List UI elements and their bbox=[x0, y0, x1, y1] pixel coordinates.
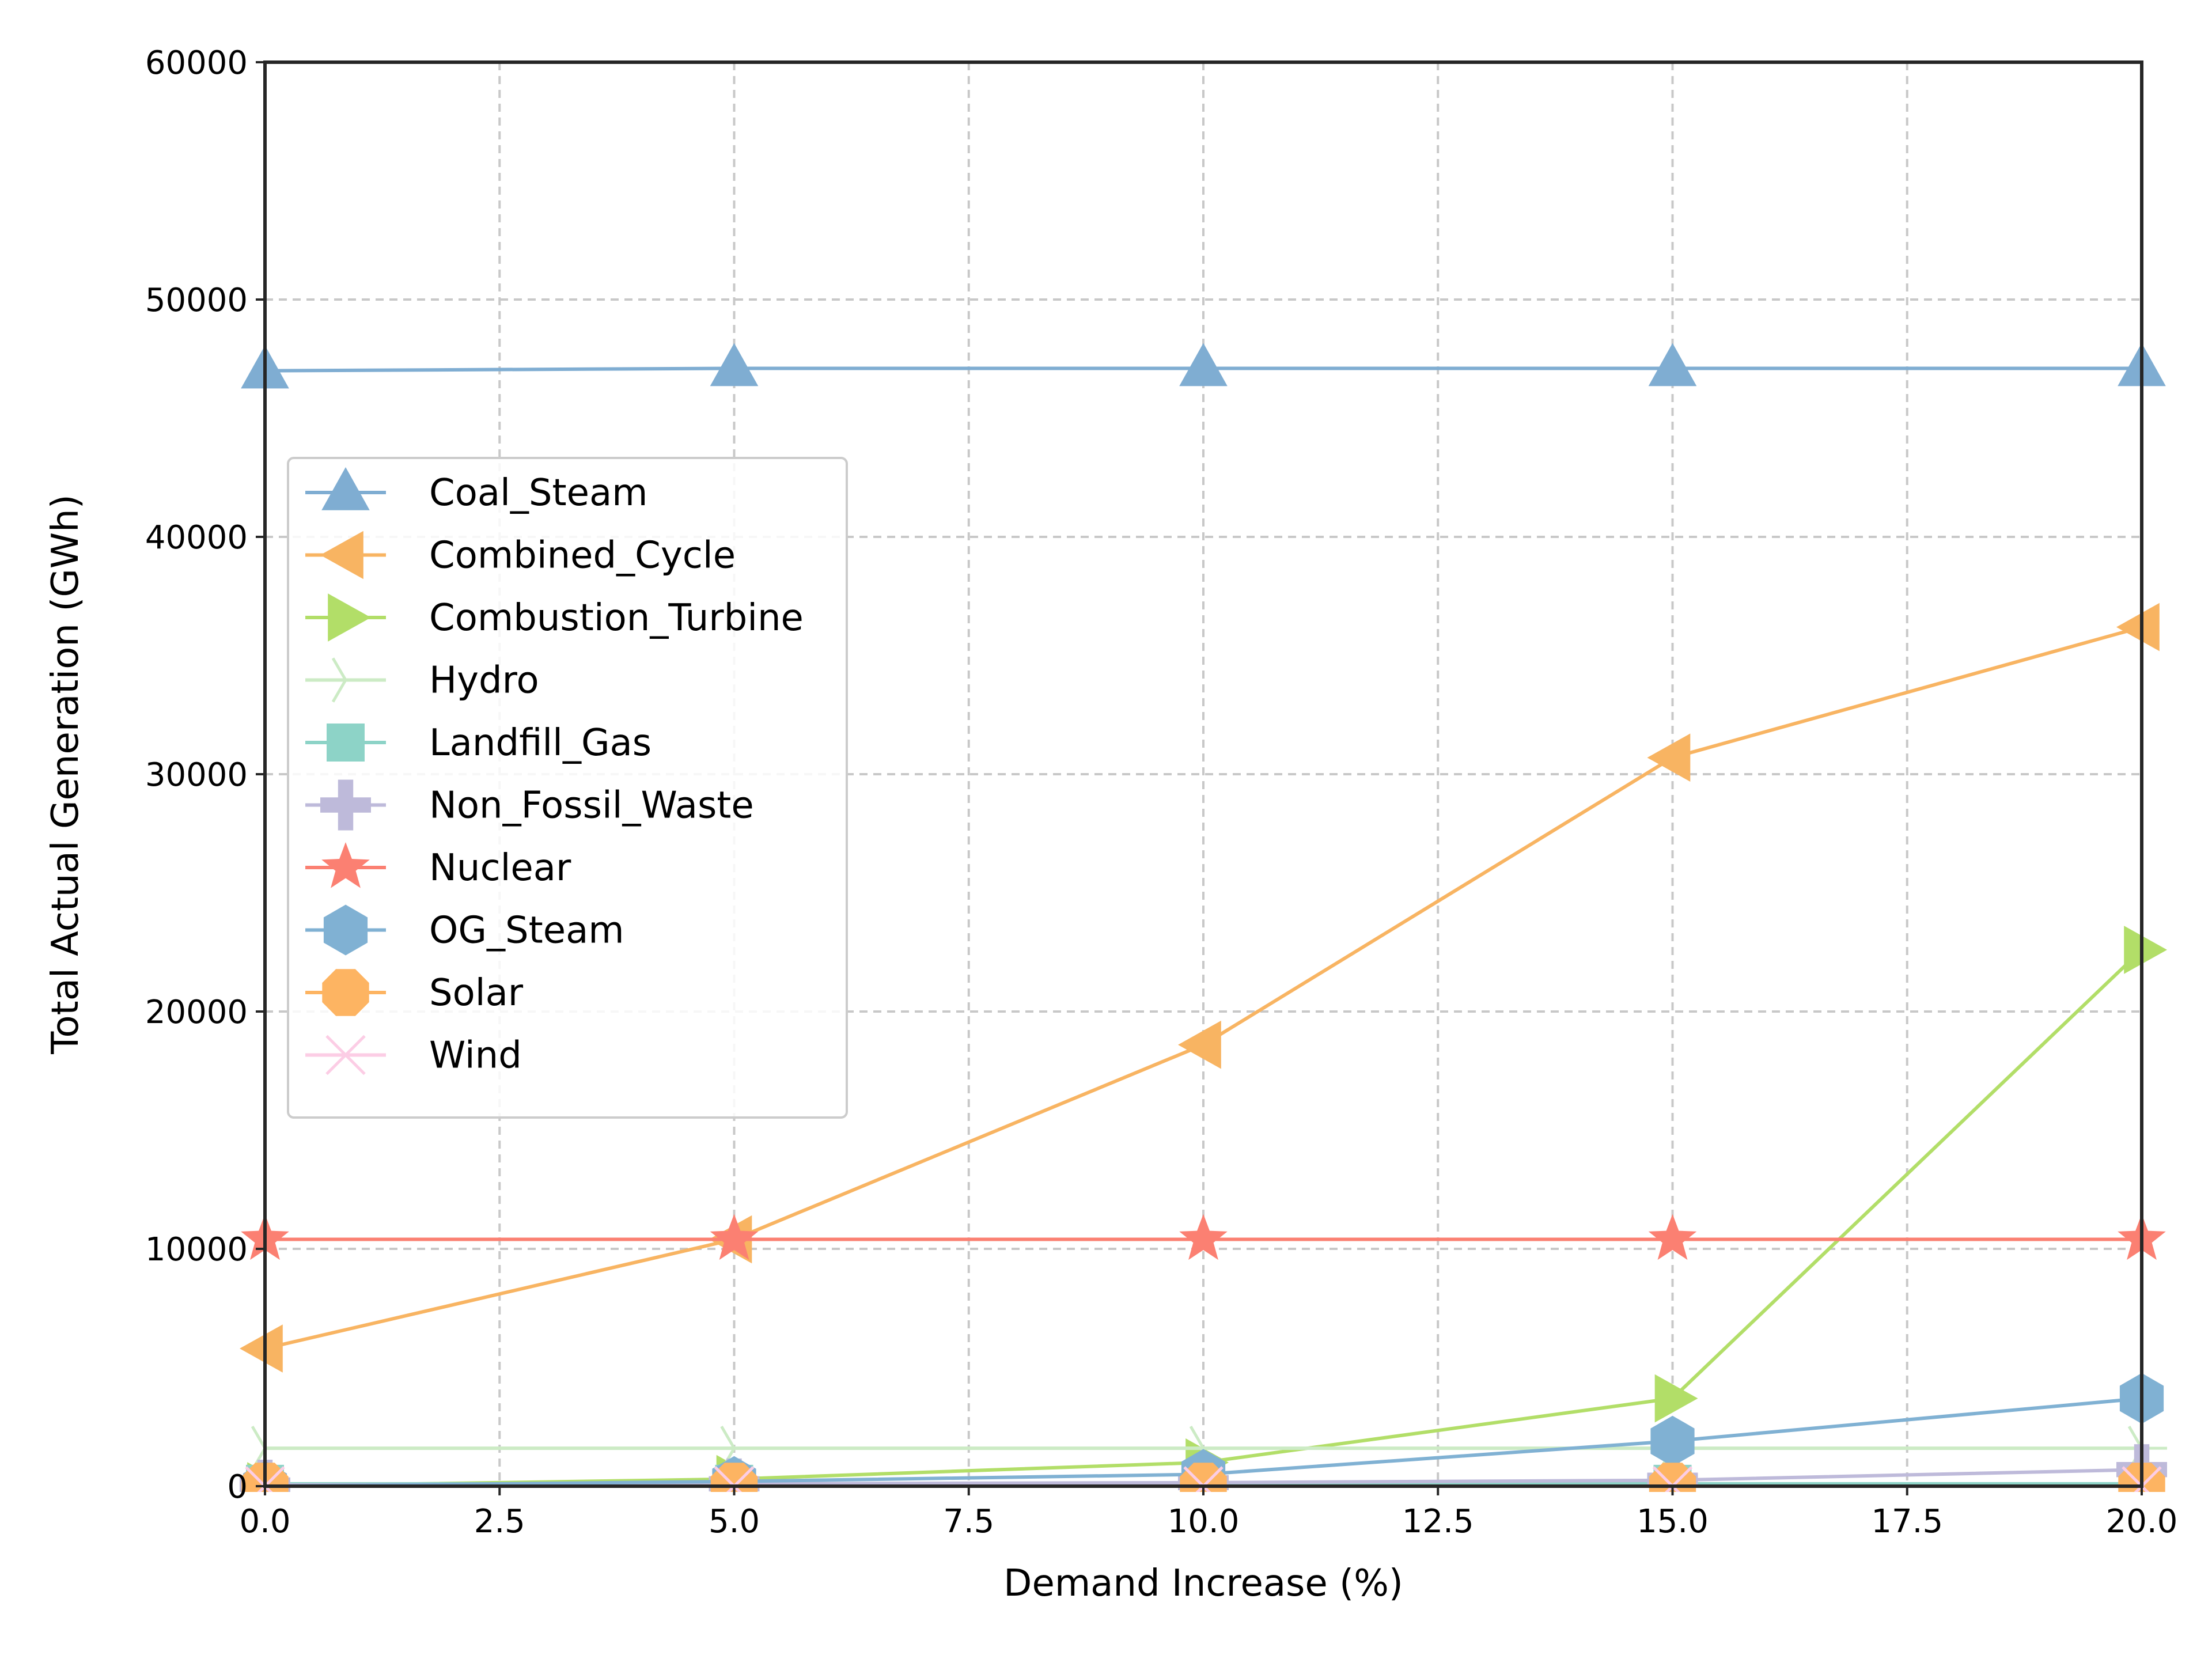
legend-label: Coal_Steam bbox=[429, 472, 648, 514]
legend-label: Non_Fossil_Waste bbox=[429, 785, 754, 827]
legend-item: Hydro bbox=[305, 657, 539, 703]
x-axis-ticks: 0.0 2.5 5.0 7.5 10.0 12.5 15.0 17.5 20.0 bbox=[239, 1486, 2177, 1540]
data-point bbox=[1650, 1415, 1695, 1467]
x-tick-label: 2.5 bbox=[474, 1503, 525, 1540]
legend-swatch-marker bbox=[323, 904, 368, 956]
legend-item: Solar bbox=[305, 969, 524, 1016]
data-point bbox=[710, 343, 759, 387]
legend-swatch-marker bbox=[328, 593, 371, 642]
x-tick-label: 5.0 bbox=[709, 1503, 760, 1540]
legend-item: Coal_Steam bbox=[305, 467, 648, 514]
legend: Coal_Steam Combined_Cycle Combustion_Turbi… bbox=[287, 457, 848, 1119]
legend-swatch-marker bbox=[331, 657, 371, 703]
data-point bbox=[240, 1324, 283, 1373]
x-tick-label: 0.0 bbox=[239, 1503, 290, 1540]
legend-swatch-marker bbox=[321, 842, 370, 888]
legend-label: Combustion_Turbine bbox=[429, 597, 804, 639]
y-tick-label: 0 bbox=[227, 1468, 248, 1506]
y-tick-label: 10000 bbox=[145, 1231, 248, 1268]
legend-label: Combined_Cycle bbox=[429, 535, 736, 577]
legend-swatch-marker bbox=[327, 724, 365, 762]
legend-label: Hydro bbox=[429, 660, 539, 702]
legend-item: OG_Steam bbox=[305, 904, 624, 956]
data-point bbox=[1179, 343, 1228, 387]
data-point bbox=[1647, 733, 1691, 782]
x-tick-label: 20.0 bbox=[2106, 1503, 2178, 1540]
legend-item: Nuclear bbox=[305, 842, 571, 889]
legend-swatch-marker bbox=[322, 969, 369, 1016]
legend-item: Landfill_Gas bbox=[305, 722, 652, 764]
y-tick-label: 60000 bbox=[145, 44, 248, 82]
legend-swatch-marker bbox=[325, 1035, 366, 1075]
y-tick-label: 20000 bbox=[145, 994, 248, 1031]
x-tick-label: 17.5 bbox=[1871, 1503, 1943, 1540]
x-tick-label: 12.5 bbox=[1402, 1503, 1474, 1540]
data-point bbox=[1648, 343, 1697, 387]
data-point bbox=[710, 1214, 759, 1260]
legend-item: Combined_Cycle bbox=[305, 531, 736, 579]
data-point bbox=[1648, 1214, 1697, 1260]
x-tick-label: 10.0 bbox=[1168, 1503, 1240, 1540]
y-tick-label: 50000 bbox=[145, 282, 248, 319]
data-point bbox=[1654, 1374, 1698, 1423]
y-axis-label: Total Actual Generation (GWh) bbox=[44, 494, 87, 1054]
legend-swatch-marker bbox=[320, 531, 363, 579]
data-point bbox=[2116, 603, 2160, 652]
y-tick-label: 30000 bbox=[145, 756, 248, 794]
y-tick-label: 40000 bbox=[145, 519, 248, 556]
legend-box bbox=[287, 457, 848, 1119]
legend-label: Landfill_Gas bbox=[429, 722, 652, 764]
y-axis-ticks: 0 10000 20000 30000 40000 50000 60000 bbox=[145, 44, 265, 1506]
legend-swatch-marker bbox=[321, 467, 370, 510]
x-tick-label: 15.0 bbox=[1637, 1503, 1709, 1540]
legend-swatch-marker bbox=[320, 779, 371, 831]
data-point bbox=[1178, 1020, 1221, 1069]
data-point bbox=[1179, 1214, 1228, 1260]
legend-item: Combustion_Turbine bbox=[305, 593, 804, 642]
legend-label: Nuclear bbox=[429, 847, 571, 889]
legend-label: Solar bbox=[429, 972, 524, 1014]
legend-label: OG_Steam bbox=[429, 910, 624, 952]
x-axis-label: Demand Increase (%) bbox=[1003, 1562, 1403, 1605]
x-tick-label: 7.5 bbox=[943, 1503, 994, 1540]
legend-label: Wind bbox=[429, 1035, 522, 1077]
legend-item: Wind bbox=[305, 1035, 522, 1077]
series-coal-steam bbox=[241, 343, 2166, 389]
data-point bbox=[2124, 926, 2167, 974]
legend-item: Non_Fossil_Waste bbox=[305, 779, 754, 831]
